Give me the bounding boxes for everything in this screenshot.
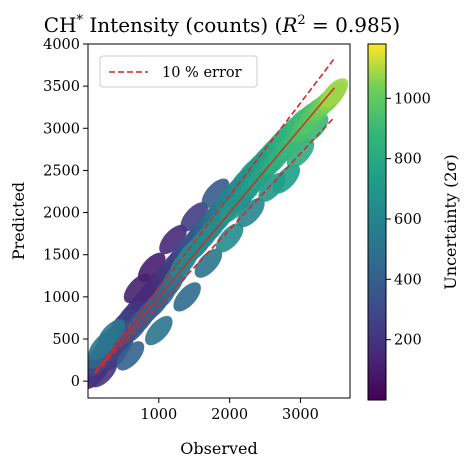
x-axis-label: Observed [180, 439, 257, 458]
reference-line-minus-10pct [94, 116, 336, 375]
data-point [97, 319, 126, 349]
colorbar-tick-label: 400 [394, 272, 422, 288]
data-point [159, 224, 187, 255]
reference-line-plus-10pct [94, 58, 336, 373]
y-tick-label: 1500 [43, 248, 80, 264]
data-point [173, 282, 201, 312]
colorbar-tick-label: 800 [394, 152, 422, 168]
colorbar [367, 43, 387, 401]
y-tick-label: 3500 [43, 79, 80, 95]
scatter-points [88, 78, 349, 390]
legend-label: 10 % error [162, 65, 242, 81]
legend: 10 % error [99, 55, 258, 88]
colorbar-tick-label: 1000 [394, 91, 431, 107]
reference-line-identity [94, 87, 335, 374]
y-tick-label: 2500 [43, 163, 80, 179]
data-point [180, 202, 208, 232]
x-tick-label: 2000 [211, 407, 248, 423]
colorbar-ticks: 200 400 600 800 1000 [386, 91, 431, 349]
data-point [145, 315, 173, 346]
y-tick-label: 3000 [43, 121, 80, 137]
colorbar-tick-label: 600 [394, 212, 422, 228]
colorbar-tick-label: 200 [394, 333, 422, 349]
y-tick-label: 2000 [43, 206, 80, 222]
x-tick-label: 3000 [282, 407, 319, 423]
data-point [272, 164, 301, 194]
data-point [116, 341, 145, 371]
data-point [320, 78, 349, 108]
y-axis-ticks: 0 500 1000 1500 2000 2500 3000 3500 4000 [43, 37, 88, 390]
y-tick-label: 4000 [43, 37, 80, 53]
data-point [237, 197, 265, 228]
data-point [194, 248, 223, 278]
y-tick-label: 500 [52, 332, 80, 348]
data-point [123, 273, 152, 304]
y-tick-label: 1000 [43, 290, 80, 306]
y-tick-label: 0 [71, 374, 80, 390]
x-tick-label: 1000 [140, 407, 177, 423]
colorbar-label: Uncertainty (2σ) [441, 154, 460, 289]
y-axis-label: Predicted [9, 182, 28, 260]
chart-title: CH* Intensity (counts) (R2 = 0.985) [44, 13, 400, 37]
legend-box [99, 55, 258, 88]
data-point [201, 178, 230, 208]
plot-frame [87, 43, 351, 399]
x-axis-ticks: 1000 2000 3000 [140, 398, 319, 423]
data-point [215, 223, 244, 253]
reference-lines [94, 58, 336, 375]
